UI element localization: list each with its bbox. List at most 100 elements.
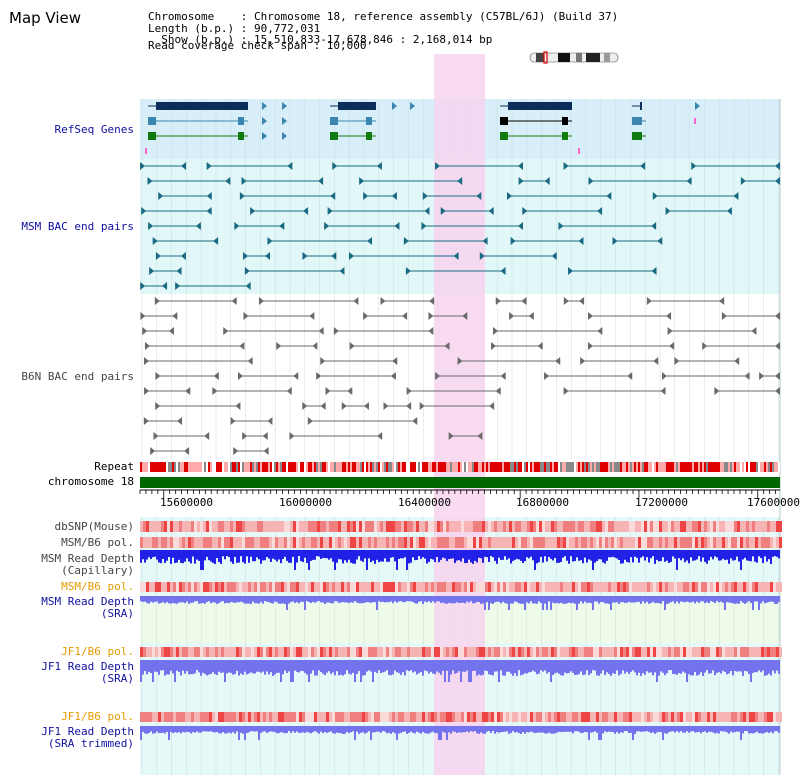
depth-bar bbox=[568, 596, 570, 603]
depth-bar bbox=[430, 550, 432, 559]
repeat-block bbox=[410, 462, 412, 472]
polymorphism-block bbox=[395, 712, 398, 722]
repeat-block bbox=[184, 462, 186, 472]
depth-bar bbox=[598, 550, 600, 560]
depth-bar bbox=[150, 660, 152, 674]
depth-bar bbox=[196, 550, 198, 560]
polymorphism-block bbox=[632, 537, 635, 548]
depth-bar bbox=[512, 550, 514, 561]
polymorphism-block bbox=[428, 712, 431, 722]
repeat-block bbox=[376, 462, 378, 472]
depth-bar bbox=[392, 550, 394, 558]
polymorphism-block bbox=[425, 537, 428, 548]
polymorphism-block bbox=[731, 521, 734, 532]
depth-bar bbox=[484, 726, 486, 734]
depth-bar bbox=[414, 660, 416, 672]
gene-marker bbox=[694, 118, 696, 124]
depth-bar bbox=[274, 726, 276, 733]
repeat-block bbox=[494, 462, 496, 472]
depth-bar bbox=[470, 726, 472, 732]
polymorphism-block bbox=[317, 647, 320, 657]
polymorphism-block bbox=[335, 521, 338, 532]
polymorphism-block bbox=[353, 521, 356, 532]
polymorphism-block bbox=[512, 712, 515, 722]
repeat-block bbox=[590, 462, 592, 472]
depth-bar bbox=[714, 596, 716, 604]
polymorphism-block bbox=[164, 521, 167, 532]
depth-bar bbox=[762, 550, 764, 564]
depth-bar bbox=[268, 726, 270, 732]
depth-bar bbox=[476, 550, 478, 563]
repeat-block bbox=[472, 462, 474, 472]
depth-bar bbox=[170, 726, 172, 732]
polymorphism-block bbox=[227, 712, 230, 722]
depth-bar bbox=[270, 726, 272, 732]
repeat-block bbox=[648, 462, 650, 472]
polymorphism-block bbox=[194, 712, 197, 722]
polymorphism-block bbox=[590, 712, 593, 722]
depth-bar bbox=[666, 726, 668, 734]
depth-bar bbox=[576, 726, 578, 732]
depth-bar bbox=[486, 660, 488, 672]
depth-bar bbox=[290, 660, 292, 682]
depth-bar bbox=[220, 596, 222, 602]
depth-bar bbox=[488, 550, 490, 562]
repeat-block bbox=[252, 462, 254, 472]
depth-bar bbox=[320, 550, 322, 559]
depth-bar bbox=[680, 550, 682, 561]
polymorphism-block bbox=[749, 582, 752, 592]
refseq-track-label[interactable]: RefSeq Genes bbox=[54, 123, 134, 136]
polymorphism-block bbox=[485, 537, 488, 548]
polymorphism-block bbox=[551, 521, 554, 532]
polymorphism-block bbox=[146, 582, 149, 592]
bac-end bbox=[175, 282, 181, 290]
gene-marker bbox=[145, 148, 147, 154]
polymorphism-block bbox=[290, 521, 293, 532]
polymorphism-block bbox=[215, 537, 218, 548]
depth-bar bbox=[524, 726, 526, 734]
depth-bar bbox=[250, 660, 252, 673]
depth-bar bbox=[526, 596, 528, 603]
chromosome-ideogram[interactable] bbox=[526, 51, 626, 65]
polymorphism-block bbox=[305, 537, 308, 548]
polymorphism-block bbox=[272, 521, 275, 532]
depth-bar bbox=[198, 596, 200, 604]
polymorphism-block bbox=[635, 521, 638, 532]
depth-bar bbox=[322, 550, 324, 558]
polymorphism-block bbox=[608, 712, 611, 722]
polymorphism-block bbox=[257, 647, 260, 657]
msm-bac-track-label[interactable]: MSM BAC end pairs bbox=[21, 220, 134, 233]
depth-bar bbox=[186, 550, 188, 559]
repeat-block bbox=[356, 462, 358, 472]
bac-end bbox=[262, 432, 268, 440]
repeat-block bbox=[342, 462, 344, 472]
repeat-block bbox=[292, 462, 294, 472]
repeat-block bbox=[740, 462, 742, 472]
polymorphism-block bbox=[413, 712, 416, 722]
polymorphism-block bbox=[452, 712, 455, 722]
polymorphism-block bbox=[332, 647, 335, 657]
depth-bar bbox=[278, 726, 280, 734]
depth-bar bbox=[676, 550, 678, 570]
depth-bar bbox=[294, 726, 296, 733]
depth-bar bbox=[726, 726, 728, 733]
repeat-block bbox=[182, 462, 184, 472]
polymorphism-block bbox=[743, 521, 746, 532]
depth-bar bbox=[552, 660, 554, 676]
polymorphism-block bbox=[584, 537, 587, 548]
polymorphism-block bbox=[551, 537, 554, 548]
polymorphism-block bbox=[443, 647, 446, 657]
repeat-block bbox=[210, 462, 212, 472]
bac-end bbox=[661, 372, 667, 380]
depth-bar bbox=[234, 660, 236, 675]
depth-bar bbox=[500, 660, 502, 671]
depth-bar bbox=[386, 660, 388, 671]
polymorphism-block bbox=[569, 537, 572, 548]
polymorphism-block bbox=[161, 537, 164, 548]
depth-bar bbox=[604, 660, 606, 676]
polymorphism-block bbox=[164, 647, 167, 657]
b6n-bac-track-label[interactable]: B6N BAC end pairs bbox=[21, 370, 134, 383]
polymorphism-block bbox=[665, 712, 668, 722]
depth-bar bbox=[230, 550, 232, 562]
